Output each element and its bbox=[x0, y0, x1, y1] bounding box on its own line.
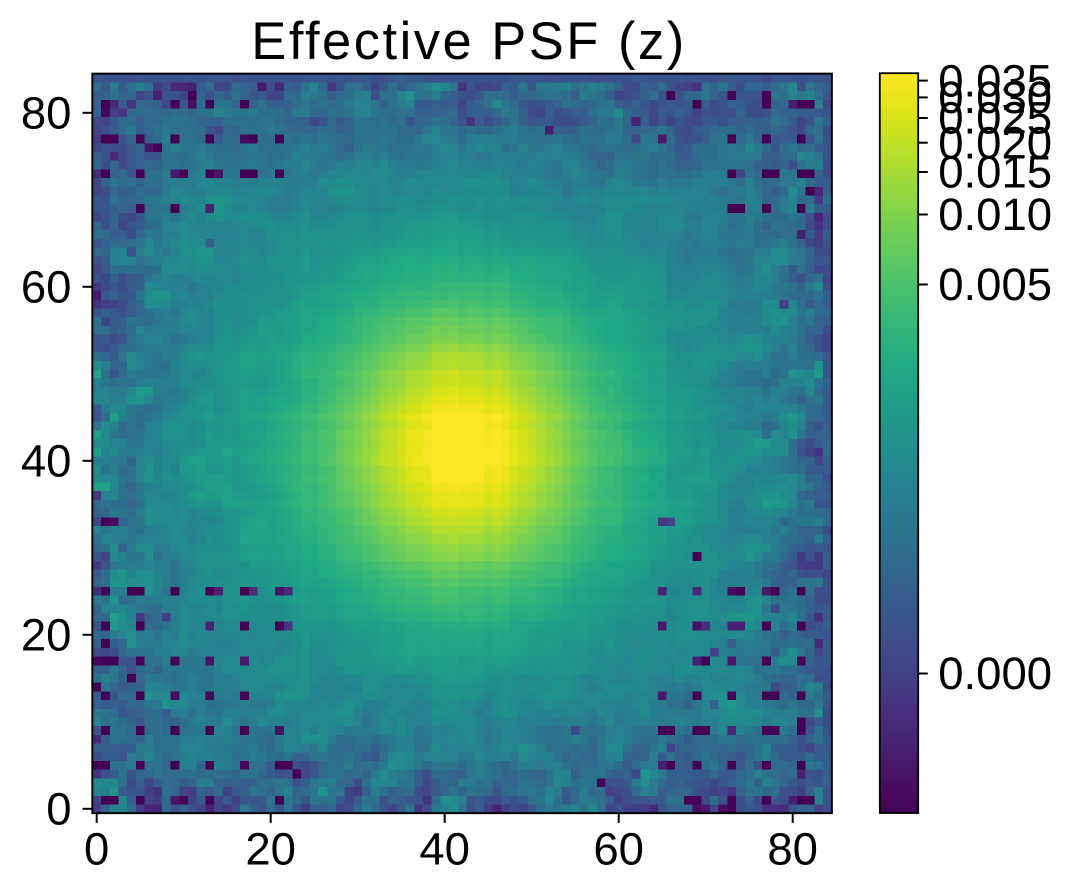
svg-text:0.010: 0.010 bbox=[938, 189, 1052, 240]
svg-text:60: 60 bbox=[21, 262, 72, 313]
svg-text:60: 60 bbox=[593, 824, 644, 875]
svg-text:0.005: 0.005 bbox=[938, 259, 1052, 310]
svg-text:40: 40 bbox=[419, 824, 470, 875]
svg-text:0.020: 0.020 bbox=[938, 117, 1052, 168]
svg-text:20: 20 bbox=[245, 824, 296, 875]
svg-text:80: 80 bbox=[21, 88, 72, 139]
svg-text:0.035: 0.035 bbox=[938, 55, 1052, 106]
svg-text:0: 0 bbox=[46, 784, 71, 835]
svg-text:0: 0 bbox=[84, 824, 109, 875]
svg-text:0.030: 0.030 bbox=[938, 72, 1052, 123]
svg-text:40: 40 bbox=[21, 436, 72, 487]
svg-text:80: 80 bbox=[767, 824, 818, 875]
svg-text:20: 20 bbox=[21, 610, 72, 661]
svg-text:0.025: 0.025 bbox=[938, 93, 1052, 144]
svg-text:0.015: 0.015 bbox=[938, 147, 1052, 198]
svg-text:Effective PSF (z): Effective PSF (z) bbox=[251, 12, 686, 71]
svg-text:0.000: 0.000 bbox=[938, 648, 1052, 699]
